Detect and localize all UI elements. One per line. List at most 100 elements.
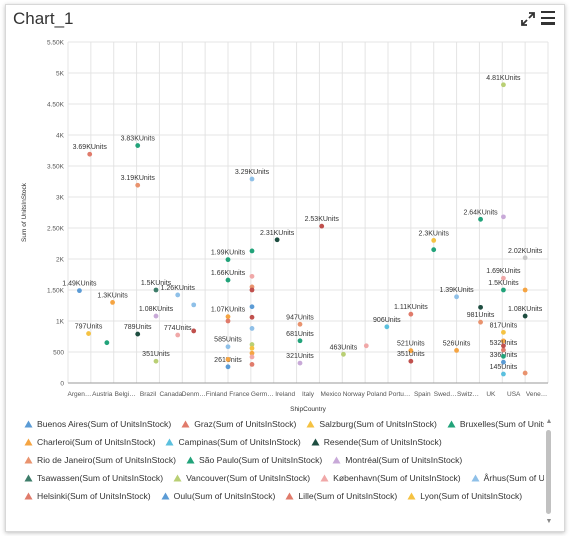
x-tick-label: Vene… bbox=[526, 391, 547, 398]
y-axis-title: Sum of UnitsInStock bbox=[21, 182, 28, 242]
data-label: 1.07KUnits bbox=[211, 307, 246, 314]
data-label: 1.69KUnits bbox=[486, 268, 521, 275]
data-point bbox=[501, 347, 506, 353]
data-label: 906Units bbox=[373, 317, 401, 324]
legend-label: Charleroi(Sum of UnitsInStock) bbox=[37, 437, 156, 447]
data-label: 797Units bbox=[75, 324, 103, 331]
data-point bbox=[478, 304, 483, 310]
legend-marker-icon bbox=[471, 474, 480, 482]
legend-item[interactable]: Graz(Sum of UnitsInStock) bbox=[181, 419, 296, 429]
legend-marker-icon bbox=[24, 438, 33, 446]
y-tick-label: 4K bbox=[56, 133, 65, 140]
legend-marker-icon bbox=[311, 438, 320, 446]
legend-label: Lille(Sum of UnitsInStock) bbox=[298, 491, 398, 501]
legend-marker-icon bbox=[285, 492, 294, 500]
legend-item[interactable]: Helsinki(Sum of UnitsInStock) bbox=[24, 491, 151, 501]
legend-item[interactable]: Oulu(Sum of UnitsInStock) bbox=[161, 491, 276, 501]
scroll-up-icon[interactable]: ▲ bbox=[545, 418, 553, 425]
data-label: 526Units bbox=[443, 340, 471, 347]
data-point bbox=[501, 82, 506, 88]
data-label: 1.5KUnits bbox=[141, 280, 172, 287]
legend-marker-icon bbox=[186, 456, 195, 464]
data-point bbox=[249, 342, 255, 347]
data-point bbox=[225, 318, 231, 324]
data-label: 2.64KUnits bbox=[463, 209, 498, 216]
data-label: 2.02KUnits bbox=[508, 248, 543, 255]
legend-label: Lyon(Sum of UnitsInStock) bbox=[420, 491, 523, 501]
scroll-thumb[interactable] bbox=[546, 430, 551, 514]
legend-item[interactable]: Lille(Sum of UnitsInStock) bbox=[285, 491, 397, 501]
data-point bbox=[274, 237, 280, 243]
menu-icon[interactable] bbox=[541, 11, 555, 25]
data-label: 1.08KUnits bbox=[139, 306, 174, 313]
legend-label: Salzburg(Sum of UnitsInStock) bbox=[319, 419, 437, 429]
legend-marker-icon bbox=[24, 474, 33, 482]
scroll-down-icon[interactable]: ▼ bbox=[545, 518, 553, 525]
data-point bbox=[225, 344, 231, 350]
legend-item[interactable]: Salzburg(Sum of UnitsInStock) bbox=[306, 419, 437, 429]
legend-item[interactable]: Tsawassen(Sum of UnitsInStock) bbox=[24, 473, 163, 483]
legend-item[interactable]: Charleroi(Sum of UnitsInStock) bbox=[24, 437, 155, 447]
legend-item[interactable]: São Paulo(Sum of UnitsInStock) bbox=[186, 455, 322, 465]
data-label: 3.83KUnits bbox=[121, 136, 156, 143]
data-point bbox=[501, 329, 506, 335]
data-label: 789Units bbox=[124, 324, 152, 331]
legend-item[interactable]: Campinas(Sum of UnitsInStock) bbox=[165, 437, 301, 447]
data-label: 351Units bbox=[142, 351, 170, 358]
legend-marker-icon bbox=[161, 492, 170, 500]
legend-marker-icon bbox=[181, 420, 190, 428]
data-point bbox=[249, 326, 255, 331]
y-tick-label: 1.50K bbox=[47, 288, 65, 295]
expand-icon[interactable] bbox=[520, 11, 536, 27]
data-label: 981Units bbox=[467, 312, 495, 319]
data-point bbox=[522, 313, 528, 319]
data-label: 1.5KUnits bbox=[488, 280, 519, 287]
data-point bbox=[501, 371, 506, 377]
y-tick-label: 3.50K bbox=[47, 164, 65, 171]
x-tick-label: Poland bbox=[366, 391, 387, 398]
data-point bbox=[175, 332, 181, 338]
x-tick-label: Canada bbox=[159, 391, 182, 398]
legend-item[interactable]: København(Sum of UnitsInStock) bbox=[320, 473, 461, 483]
legend-label: Oulu(Sum of UnitsInStock) bbox=[173, 491, 276, 501]
data-point bbox=[249, 248, 255, 254]
data-point bbox=[384, 324, 390, 330]
legend-label: Campinas(Sum of UnitsInStock) bbox=[178, 437, 301, 447]
legend-item[interactable]: Resende(Sum of UnitsInStock) bbox=[311, 437, 442, 447]
data-label: 2.3KUnits bbox=[419, 230, 450, 237]
data-point bbox=[225, 314, 231, 320]
x-axis-title: ShipCountry bbox=[290, 406, 327, 413]
legend-label: Bruxelles(Sum of UnitsInStock) bbox=[459, 419, 544, 429]
y-tick-label: 3K bbox=[56, 195, 65, 202]
legend-item[interactable]: Rio de Janeiro(Sum of UnitsInStock) bbox=[24, 455, 176, 465]
data-point bbox=[501, 353, 506, 359]
data-label: 774Units bbox=[164, 325, 192, 332]
legend-item[interactable]: Montréal(Sum of UnitsInStock) bbox=[332, 455, 462, 465]
data-label: 585Units bbox=[214, 337, 242, 344]
data-label: 1.26KUnits bbox=[161, 285, 196, 292]
data-point bbox=[501, 275, 506, 281]
legend-item[interactable]: Århus(Sum of UnitsInStock) bbox=[471, 473, 544, 483]
data-point bbox=[501, 287, 506, 293]
legend-scrollbar[interactable]: ▲ ▼ bbox=[544, 418, 554, 526]
y-tick-label: 4.50K bbox=[47, 102, 65, 109]
legend-row: Charleroi(Sum of UnitsInStock) Campinas(S… bbox=[24, 437, 544, 455]
data-label: 1.49KUnits bbox=[62, 281, 97, 288]
data-label: 1.99KUnits bbox=[211, 250, 246, 257]
data-label: 351Units bbox=[397, 351, 425, 358]
legend-item[interactable]: Lyon(Sum of UnitsInStock) bbox=[407, 491, 522, 501]
y-tick-label: 0 bbox=[60, 381, 64, 388]
data-label: 463Units bbox=[330, 344, 358, 351]
legend-item[interactable]: Buenos Aires(Sum of UnitsInStock) bbox=[24, 419, 171, 429]
data-point bbox=[408, 311, 414, 317]
data-point bbox=[77, 288, 82, 294]
x-tick-label: Swed… bbox=[434, 391, 457, 398]
x-tick-label: Mexico bbox=[321, 391, 342, 398]
data-point bbox=[454, 294, 459, 300]
data-label: 1.08KUnits bbox=[508, 306, 543, 313]
legend-row: Helsinki(Sum of UnitsInStock) Oulu(Sum of… bbox=[24, 491, 544, 509]
legend-item[interactable]: Bruxelles(Sum of UnitsInStock) bbox=[447, 419, 544, 429]
data-point bbox=[153, 287, 159, 293]
legend-item[interactable]: Vancouver(Sum of UnitsInStock) bbox=[173, 473, 310, 483]
x-tick-label: Portu… bbox=[388, 391, 410, 398]
